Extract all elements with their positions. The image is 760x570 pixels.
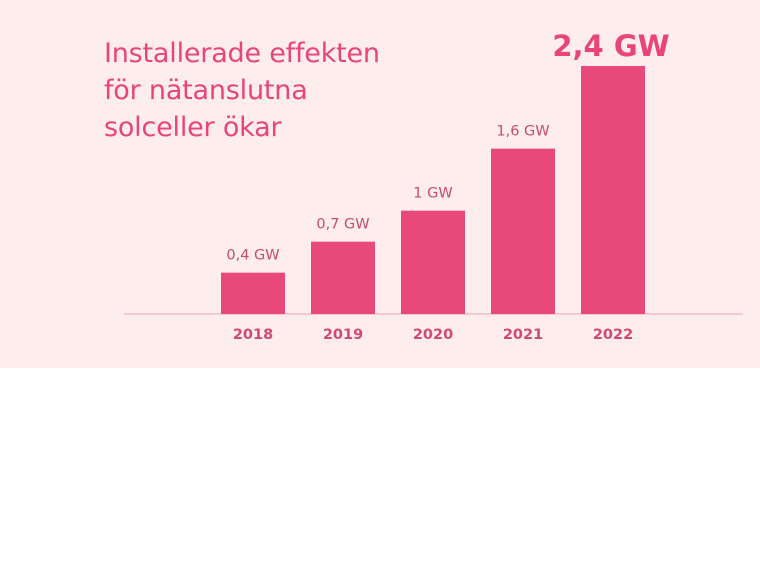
chart-panel: Installerade effekten för nätanslutna so… (0, 0, 760, 368)
x-tick-label-2021: 2021 (503, 327, 543, 343)
value-label-2022: 2,4 GW (552, 29, 669, 63)
bar-2020 (401, 210, 465, 314)
chart-title-line-3: solceller ökar (104, 112, 282, 143)
x-tick-label-2018: 2018 (233, 327, 273, 343)
bar-2019 (311, 241, 375, 314)
chart-title-line-1: Installerade effekten (104, 38, 380, 69)
x-tick-label-2022: 2022 (593, 327, 633, 343)
bar-chart: 0,4 GW 2018 0,7 GW 2019 1 GW 2020 1,6 GW 2021 2,… (124, 29, 743, 343)
x-tick-label-2020: 2020 (413, 327, 453, 343)
value-label-2018: 0,4 GW (226, 248, 279, 264)
x-tick-label-2019: 2019 (323, 327, 363, 343)
bar-2018 (221, 272, 285, 314)
chart-title-line-2: för nätanslutna (104, 75, 308, 106)
value-label-2020: 1 GW (413, 186, 452, 202)
value-label-2021: 1,6 GW (496, 124, 549, 140)
value-label-2019: 0,7 GW (316, 217, 369, 233)
bar-2021 (491, 148, 555, 314)
bar-2022 (581, 66, 645, 314)
